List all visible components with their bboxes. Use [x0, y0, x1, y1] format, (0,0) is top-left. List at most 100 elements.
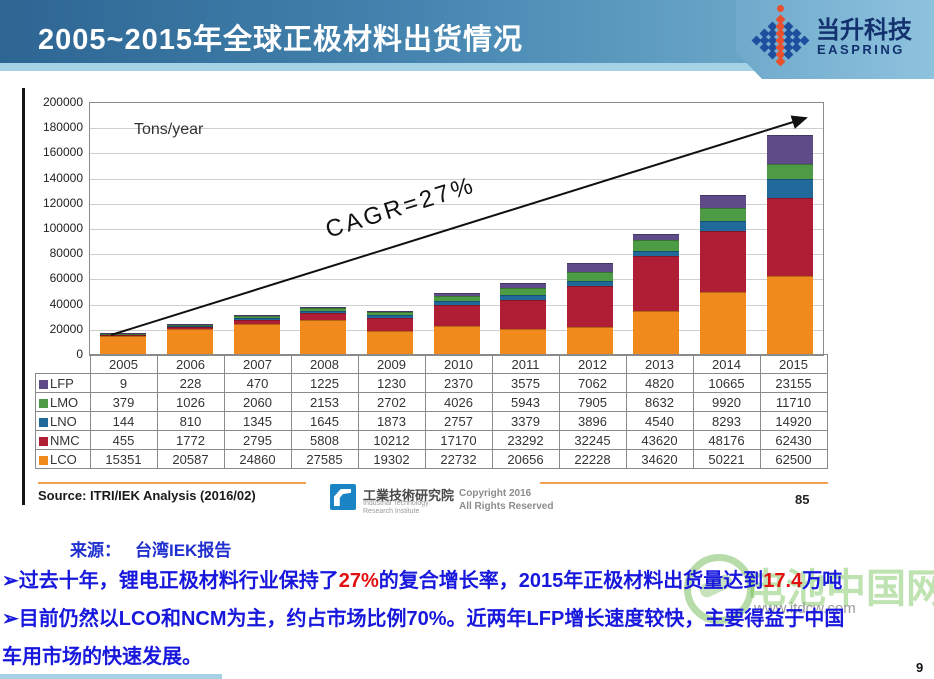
bar-segment-NMC-2011	[500, 299, 547, 329]
bar-segment-NMC-2008	[300, 312, 347, 321]
bar-segment-LMO-2008	[300, 308, 347, 311]
bar-segment-LCO-2013	[633, 311, 680, 355]
bar-segment-NMC-2009	[366, 317, 413, 331]
logo-diamond	[799, 35, 810, 46]
table-cell: 2011	[491, 354, 560, 374]
table-cell: 1645	[290, 411, 359, 431]
table-cell: 17170	[424, 430, 493, 450]
bullet-item: ➢过去十年，锂电正极材料行业保持了27%的复合增长率，2015年正极材料出货量达…	[2, 562, 932, 600]
bar-segment-LNO-2010	[433, 301, 480, 305]
bar-segment-LFP-2009	[366, 310, 413, 313]
table-cell: 2060	[223, 392, 292, 412]
divider-line-left	[38, 482, 306, 484]
bar-segment-LFP-2015	[766, 134, 813, 165]
y-tick-label: 40000	[49, 296, 83, 311]
table-cell: 3575	[491, 373, 560, 393]
bar-segment-LFP-2011	[500, 283, 547, 288]
bar-segment-LFP-2006	[166, 323, 213, 325]
table-cell: 23155	[759, 373, 828, 393]
table-cell: 7905	[558, 392, 627, 412]
bar-segment-LMO-2013	[633, 239, 680, 251]
bar-segment-LFP-2007	[233, 314, 280, 316]
y-tick-label: 180000	[42, 120, 83, 135]
logo-dot	[777, 5, 784, 12]
y-tick-label: 120000	[42, 195, 83, 210]
bar-segment-LCO-2010	[433, 326, 480, 355]
bar-segment-LMO-2011	[500, 287, 547, 296]
table-row: LCO 15351 20587 24860 27585 19302 22732 20656 22…	[35, 449, 828, 469]
y-tick-label: 100000	[42, 221, 83, 235]
legend-swatch-LFP	[39, 379, 48, 389]
table-cell: NMC	[35, 430, 91, 450]
bar-segment-LCO-2006	[166, 329, 213, 355]
table-cell: 20587	[156, 449, 225, 469]
table-cell: 379	[89, 392, 158, 412]
bar-segment-LCO-2011	[500, 328, 547, 355]
copyright-text: Copyright 2016 All Rights Reserved	[459, 488, 554, 512]
legend-swatch-LCO	[39, 455, 48, 465]
legend-swatch-NMC	[39, 436, 48, 446]
table-cell: 1230	[357, 373, 426, 393]
bar-segment-LNO-2009	[366, 315, 413, 318]
table-cell: 1026	[156, 392, 225, 412]
y-tick-label: 160000	[42, 145, 83, 160]
watermark: 电池中国网 www.itdcw.com	[680, 548, 934, 658]
bar-segment-LNO-2013	[633, 250, 680, 257]
bar-segment-LFP-2014	[700, 194, 747, 209]
table-cell: 14920	[759, 411, 828, 431]
logo-diamond	[783, 49, 794, 60]
table-cell: 3379	[491, 411, 560, 431]
table-cell: 11710	[759, 392, 828, 412]
logo-diamond	[775, 56, 786, 67]
bar-segment-LFP-2013	[633, 233, 680, 240]
data-table: 2005 2006 2007 2008 2009 2010 2011 2012 2013 2014…	[35, 354, 828, 469]
table-cell: 810	[156, 411, 225, 431]
y-tick-label: 20000	[49, 321, 83, 336]
table-cell: 470	[223, 373, 292, 393]
bottom-strip	[0, 674, 222, 679]
table-cell: 2015	[759, 354, 828, 374]
gridline	[90, 153, 823, 155]
bar-segment-LFP-2012	[566, 262, 613, 272]
table-cell: 5943	[491, 392, 560, 412]
table-cell: 4540	[625, 411, 694, 431]
bar-segment-LNO-2014	[700, 220, 747, 232]
bar-segment-LNO-2006	[166, 325, 213, 327]
table-cell: LNO	[35, 411, 91, 431]
table-cell: 7062	[558, 373, 627, 393]
y-axis-unit-label: Tons/year	[134, 121, 204, 138]
table-cell: 22732	[424, 449, 493, 469]
table-cell: 2012	[558, 354, 627, 374]
table-cell: LCO	[35, 449, 91, 469]
source-text: Source: ITRI/IEK Analysis (2016/02)	[38, 488, 256, 503]
bullet-item: ➢目前仍然以LCO和NCM为主，约占市场比例70%。近两年LFP增长速度较快，主…	[2, 600, 932, 676]
table-cell: 10212	[357, 430, 426, 450]
table-cell: 2009	[357, 354, 426, 374]
bar-segment-LMO-2012	[566, 271, 613, 282]
table-cell: 2014	[692, 354, 761, 374]
table-cell: 2795	[223, 430, 292, 450]
table-cell: 27585	[290, 449, 359, 469]
table-cell: 2008	[290, 354, 359, 374]
table-row: LFP 9 228 470 1225 1230 2370 3575 7062 4820 10665 2…	[35, 373, 828, 393]
table-cell: 1345	[223, 411, 292, 431]
bar-segment-LCO-2012	[566, 327, 613, 355]
table-cell: 2013	[625, 354, 694, 374]
bar-segment-NMC-2007	[233, 320, 280, 324]
bar-segment-NMC-2010	[433, 304, 480, 327]
bullet-text-segment: 17.4	[763, 570, 803, 592]
table-cell: 455	[89, 430, 158, 450]
table-cell: LMO	[35, 392, 91, 412]
chart-left-edge-bar	[22, 88, 25, 505]
watermark-url: www.itdcw.com	[754, 600, 856, 617]
bar-segment-LFP-2005	[100, 333, 147, 335]
y-tick-label: 60000	[49, 271, 83, 286]
bullet-text-segment: ➢过去十年，锂电正极材料行业保持了	[2, 570, 339, 592]
table-cell: 2370	[424, 373, 493, 393]
chart-panel: Tons/year 0 20000 40000 60000 80000 100000 120…	[25, 88, 930, 528]
table-cell: 2757	[424, 411, 493, 431]
table-cell: 43620	[625, 430, 694, 450]
table-cell: 62500	[759, 449, 828, 469]
bar-segment-NMC-2006	[166, 326, 213, 330]
table-cell: 2006	[156, 354, 225, 374]
